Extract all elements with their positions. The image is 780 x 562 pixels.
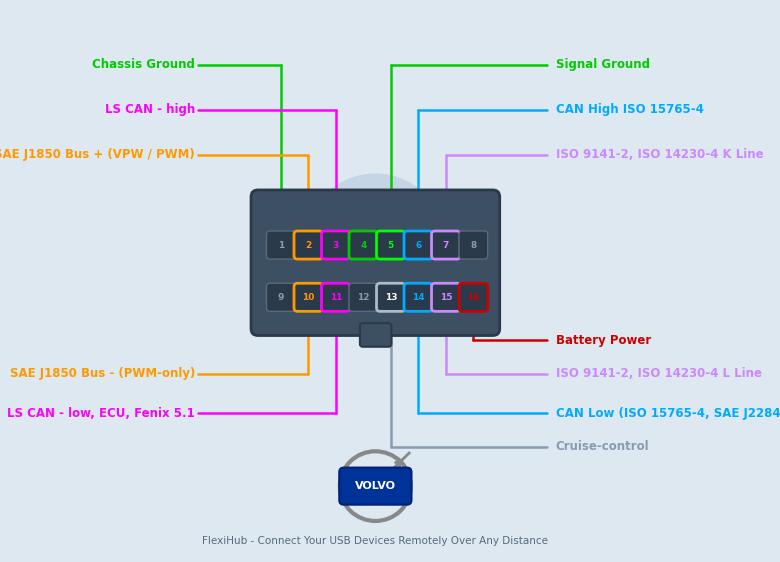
FancyBboxPatch shape: [339, 468, 412, 505]
Text: SAE J1850 Bus - (PWM-only): SAE J1850 Bus - (PWM-only): [9, 367, 195, 380]
Text: Signal Ground: Signal Ground: [556, 58, 650, 71]
FancyBboxPatch shape: [321, 231, 350, 259]
Text: 5: 5: [388, 241, 394, 250]
FancyBboxPatch shape: [431, 231, 460, 259]
Text: SAE J1850 Bus + (VPW / PWM): SAE J1850 Bus + (VPW / PWM): [0, 148, 195, 161]
Circle shape: [307, 174, 444, 309]
FancyBboxPatch shape: [459, 283, 488, 311]
Text: ISO 9141-2, ISO 14230-4 K Line: ISO 9141-2, ISO 14230-4 K Line: [556, 148, 764, 161]
FancyBboxPatch shape: [349, 283, 378, 311]
Text: Battery Power: Battery Power: [556, 333, 651, 347]
FancyBboxPatch shape: [267, 283, 295, 311]
Text: VOLVO: VOLVO: [355, 481, 396, 491]
FancyBboxPatch shape: [404, 283, 433, 311]
FancyBboxPatch shape: [377, 231, 405, 259]
Text: 1: 1: [278, 241, 284, 250]
Text: CAN Low (ISO 15765-4, SAE J2284): CAN Low (ISO 15765-4, SAE J2284): [556, 406, 780, 420]
Text: 3: 3: [333, 241, 339, 250]
Text: LS CAN - high: LS CAN - high: [105, 103, 195, 116]
FancyBboxPatch shape: [431, 283, 460, 311]
Text: 9: 9: [278, 293, 284, 302]
Text: 15: 15: [440, 293, 452, 302]
Text: 16: 16: [467, 293, 480, 302]
Text: 7: 7: [443, 241, 449, 250]
Text: Cruise-control: Cruise-control: [556, 440, 650, 454]
Text: LS CAN - low, ECU, Fenix 5.1: LS CAN - low, ECU, Fenix 5.1: [7, 406, 195, 420]
Text: 11: 11: [330, 293, 342, 302]
FancyBboxPatch shape: [294, 283, 323, 311]
FancyBboxPatch shape: [349, 231, 378, 259]
FancyBboxPatch shape: [321, 283, 350, 311]
Text: 13: 13: [385, 293, 397, 302]
FancyBboxPatch shape: [377, 283, 405, 311]
FancyBboxPatch shape: [459, 231, 488, 259]
FancyBboxPatch shape: [251, 190, 500, 336]
FancyBboxPatch shape: [267, 231, 295, 259]
Text: 4: 4: [360, 241, 367, 250]
Text: 12: 12: [357, 293, 370, 302]
FancyBboxPatch shape: [404, 231, 433, 259]
Text: 14: 14: [412, 293, 424, 302]
FancyBboxPatch shape: [360, 323, 392, 347]
Text: CAN High ISO 15765-4: CAN High ISO 15765-4: [556, 103, 704, 116]
Text: ISO 9141-2, ISO 14230-4 L Line: ISO 9141-2, ISO 14230-4 L Line: [556, 367, 762, 380]
Text: 10: 10: [302, 293, 314, 302]
Text: 6: 6: [415, 241, 421, 250]
Text: FlexiHub - Connect Your USB Devices Remotely Over Any Distance: FlexiHub - Connect Your USB Devices Remo…: [202, 536, 548, 546]
Text: 2: 2: [305, 241, 311, 250]
Text: Chassis Ground: Chassis Ground: [92, 58, 195, 71]
FancyBboxPatch shape: [294, 231, 323, 259]
Circle shape: [356, 222, 395, 261]
Text: 8: 8: [470, 241, 477, 250]
